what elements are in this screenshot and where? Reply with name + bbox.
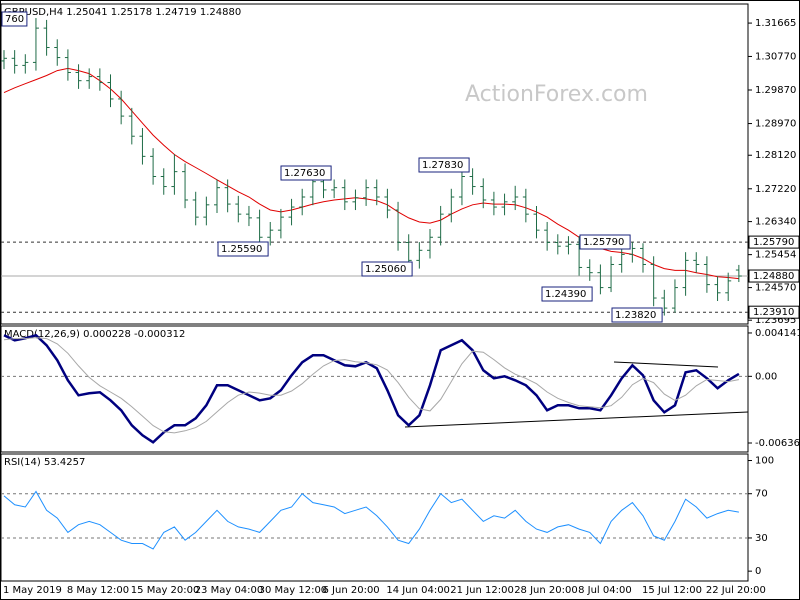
annotation-label: 1.23820: [615, 310, 656, 321]
annotation-label: 1.27830: [422, 160, 463, 171]
y-tick-label: 1.31665: [755, 18, 796, 29]
y-tick-label: 1.28970: [755, 119, 796, 130]
x-tick-label: 8 Jul 04:00: [578, 585, 632, 596]
y-tick-label: 0.004141: [755, 328, 800, 339]
annotation-box: [579, 234, 631, 250]
x-tick-label: 28 Jun 20:00: [514, 585, 578, 596]
annotation-label: 1.25590: [221, 244, 262, 255]
x-tick-label: 15 Jul 12:00: [642, 585, 702, 596]
annotation-label: 1.27630: [284, 168, 325, 179]
x-tick-label: 14 Jun 04:00: [386, 585, 450, 596]
y-tick-label: 1.27220: [755, 184, 796, 195]
annotation-box: [217, 241, 269, 257]
watermark: ActionForex.com: [465, 82, 648, 107]
trend-line: [613, 361, 719, 368]
y-tick-label: -0.006365: [755, 438, 800, 449]
annotation-label: 760: [5, 14, 24, 25]
y-tick-label: 70: [755, 489, 768, 500]
series-line: [3, 67, 739, 280]
level-label: 1.25790: [753, 237, 794, 248]
level-label: 1.23910: [753, 307, 794, 318]
y-tick-label: 1.24570: [755, 283, 796, 294]
x-tick-label: 30 May 12:00: [259, 585, 328, 596]
trend-line: [404, 411, 749, 428]
series-line: [3, 333, 740, 444]
series-line: [3, 490, 739, 550]
series-line: [3, 337, 739, 434]
rsi-title: RSI(14) 53.4257: [4, 457, 85, 468]
annotation-label: 1.25790: [583, 237, 624, 248]
x-tick-label: 6 Jun 20:00: [323, 585, 380, 596]
level-label: 1.24880: [753, 271, 794, 282]
annotation-box: [280, 165, 332, 181]
level-box: [748, 305, 800, 319]
price-title: GBPUSD,H4 1.25041 1.25178 1.24719 1.2488…: [4, 7, 241, 18]
x-tick-label: 1 May 2019: [3, 585, 62, 596]
annotation-box: [1, 11, 28, 27]
x-tick-label: 15 May 20:00: [131, 585, 200, 596]
macd-panel: [0, 325, 749, 453]
annotation-box: [418, 157, 470, 173]
x-tick-label: 23 May 04:00: [195, 585, 264, 596]
x-tick-label: 8 May 12:00: [67, 585, 129, 596]
y-tick-label: 1.23695: [755, 315, 796, 326]
y-tick-label: 1.28120: [755, 150, 796, 161]
x-tick-label: 21 Jun 12:00: [450, 585, 514, 596]
annotation-label: 1.24390: [545, 289, 586, 300]
price-panel: [0, 3, 749, 325]
rsi-panel: [0, 453, 749, 582]
y-tick-label: 1.25454: [755, 250, 796, 261]
annotation-label: 1.25060: [365, 264, 406, 275]
level-box: [748, 269, 800, 283]
y-tick-label: 30: [755, 533, 768, 544]
y-tick-label: 100: [755, 456, 774, 467]
y-tick-label: 1.26340: [755, 217, 796, 228]
y-tick-label: 0.00: [755, 371, 777, 382]
level-box: [748, 235, 800, 249]
annotation-box: [541, 286, 593, 302]
y-tick-label: 1.30770: [755, 51, 796, 62]
annotation-box: [611, 307, 663, 323]
macd-title: MACD(12,26,9) 0.000228 -0.000312: [4, 329, 185, 340]
y-tick-label: 1.29870: [755, 85, 796, 96]
x-tick-label: 22 Jul 20:00: [706, 585, 766, 596]
y-tick-label: 0: [755, 566, 761, 577]
annotation-box: [361, 261, 413, 277]
